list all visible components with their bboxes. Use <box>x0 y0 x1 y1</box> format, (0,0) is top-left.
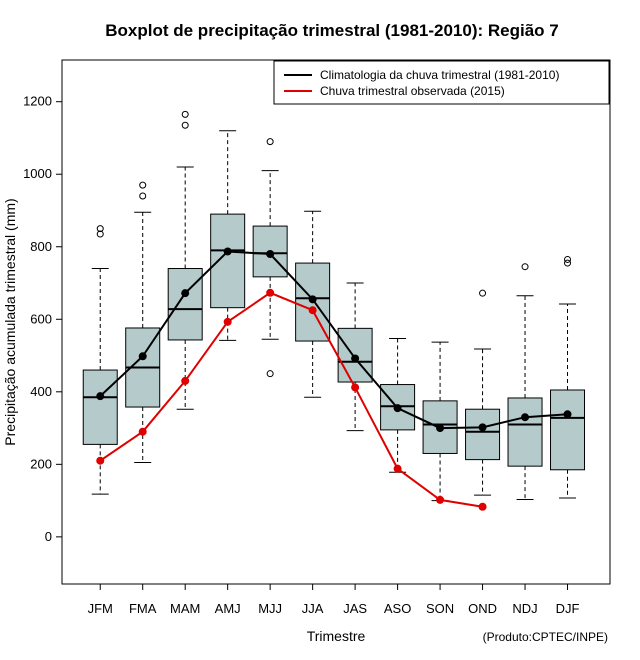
chart-title: Boxplot de precipitação trimestral (1981… <box>105 21 559 40</box>
point-climatologia-son <box>436 424 445 433</box>
x-tick-label-son: SON <box>426 601 454 616</box>
outlier-djf-0 <box>564 259 572 267</box>
point-climatologia-fma <box>138 352 147 361</box>
point-climatologia-mam <box>181 289 190 298</box>
y-tick-label-1200: 1200 <box>23 94 52 109</box>
point-observada-ond <box>478 502 487 511</box>
x-tick-label-aso: ASO <box>384 601 411 616</box>
x-tick-label-jfm: JFM <box>88 601 113 616</box>
outlier-fma-0 <box>139 192 147 200</box>
point-climatologia-jas <box>351 354 360 363</box>
box-djf <box>550 255 586 499</box>
y-axis: 0 200 400 600 800 1000 1200 <box>23 94 63 544</box>
x-axis-title: Trimestre <box>307 628 366 644</box>
box-son <box>422 341 458 502</box>
y-tick-label-200: 200 <box>30 456 52 471</box>
y-tick-label-400: 400 <box>30 384 52 399</box>
box-rect-ndj <box>507 397 543 467</box>
box-ond <box>465 289 501 496</box>
point-climatologia-jja <box>308 295 317 304</box>
point-climatologia-jfm <box>96 392 105 401</box>
point-climatologia-mjj <box>266 250 275 259</box>
credit-text: (Produto:CPTEC/INPE) <box>483 630 608 644</box>
x-tick-label-jas: JAS <box>343 601 367 616</box>
point-climatologia-aso <box>393 404 402 413</box>
box-rect-mam <box>167 268 203 341</box>
point-observada-mam <box>181 376 190 385</box>
point-observada-jja <box>308 306 317 315</box>
box-rect-amj <box>210 213 246 309</box>
y-tick-label-1000: 1000 <box>23 166 52 181</box>
box-ndj <box>507 263 543 501</box>
box-mjj <box>252 138 288 378</box>
series-line-observada <box>99 291 483 508</box>
outlier-jfm-1 <box>96 225 104 233</box>
box-amj <box>210 130 246 341</box>
series-line-climatologia <box>99 250 568 430</box>
outlier-mam-0 <box>181 121 189 129</box>
y-tick-label-600: 600 <box>30 311 52 326</box>
x-tick-label-djf: DJF <box>556 601 580 616</box>
y-tick-label-0: 0 <box>45 529 52 544</box>
point-climatologia-ond <box>478 423 487 432</box>
x-tick-label-fma: FMA <box>129 601 157 616</box>
point-observada-fma <box>138 427 147 436</box>
legend: Climatologia da chuva trimestral (1981-2… <box>273 60 610 105</box>
outlier-mjj-1 <box>266 138 274 146</box>
box-jja <box>295 210 331 398</box>
box-rect-djf <box>550 389 586 471</box>
point-climatologia-djf <box>563 410 572 419</box>
y-tick-label-800: 800 <box>30 239 52 254</box>
point-observada-mjj <box>266 288 275 297</box>
point-climatologia-amj <box>223 247 232 256</box>
point-observada-amj <box>223 317 232 326</box>
legend-box <box>273 60 610 105</box>
x-axis: JFM FMA MAM AMJ MJJ JJA JAS ASO SON OND NDJ DJF <box>88 583 580 616</box>
box-jfm <box>82 225 118 495</box>
x-tick-label-mam: MAM <box>170 601 200 616</box>
outlier-fma-1 <box>139 181 147 189</box>
outlier-jfm-0 <box>96 230 104 238</box>
point-observada-son <box>436 495 445 504</box>
outlier-djf-1 <box>564 255 572 263</box>
point-observada-jas <box>351 383 360 392</box>
box-mam <box>167 110 203 410</box>
box-rect-jfm <box>82 369 118 445</box>
outlier-mjj-0 <box>266 370 274 378</box>
point-climatologia-ndj <box>521 413 530 422</box>
series-lines <box>96 247 572 511</box>
x-tick-label-mjj: MJJ <box>258 601 282 616</box>
legend-label-observada: Chuva trimestral observada (2015) <box>320 84 505 98</box>
x-tick-label-jja: JJA <box>302 601 324 616</box>
x-tick-label-amj: AMJ <box>215 601 241 616</box>
box-fma <box>125 181 161 464</box>
y-axis-title: Precipitação acumulada trimestral (mm) <box>2 198 18 445</box>
outlier-ond-0 <box>479 289 487 297</box>
legend-label-climatologia: Climatologia da chuva trimestral (1981-2… <box>320 68 559 82</box>
box-rect-ond <box>465 408 501 461</box>
x-tick-label-ndj: NDJ <box>512 601 537 616</box>
point-observada-aso <box>393 464 402 473</box>
outlier-mam-1 <box>181 110 189 118</box>
outlier-ndj-0 <box>521 263 529 271</box>
plot-frame <box>61 59 611 585</box>
point-observada-jfm <box>96 456 105 465</box>
x-tick-label-ond: OND <box>468 601 497 616</box>
boxes <box>82 110 586 502</box>
